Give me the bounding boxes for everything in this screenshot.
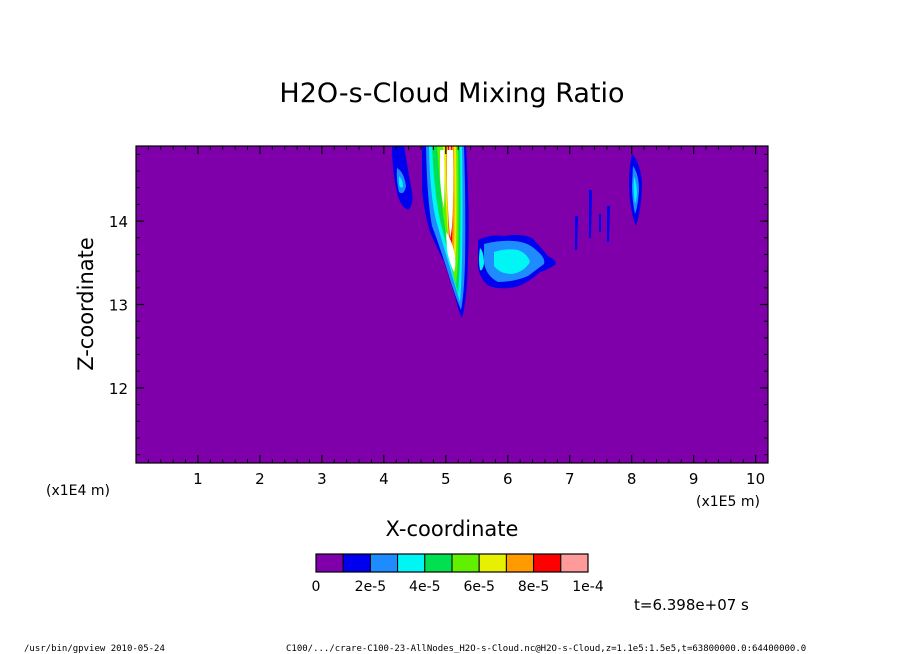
streak-1 [575,216,578,250]
y-tick-label: 14 [109,213,128,231]
footer-program: /usr/bin/gpview 2010-05-24 [24,644,165,654]
x-tick-label: 10 [746,470,765,488]
mid-cloud-cyan [494,249,530,274]
colorbar-swatch [342,553,371,573]
time-label: t=6.398e+07 s [634,596,749,614]
cloud-contours [392,146,642,318]
colorbar-labels: 0 2e-5 4e-5 6e-5 8e-5 1e-4 [312,579,604,595]
x-axis-title: X-coordinate [386,517,519,541]
x-axis: 1 2 3 4 5 6 7 8 9 10 [147,146,769,488]
plume-white-tail [446,232,456,272]
colorbar-label: 1e-4 [572,579,604,595]
colorbar [315,553,589,573]
streak-2 [589,190,592,238]
streak-4 [607,206,610,242]
footer-source: C100/.../crare-C100-23-AllNodes_H2O-s-Cl… [286,644,806,654]
colorbar-swatch [424,553,453,573]
streak-3 [599,214,601,232]
x-tick-label: 3 [317,470,327,488]
colorbar-label: 6e-5 [463,579,494,595]
plume-white-left [440,150,445,208]
x-tick-label: 4 [379,470,389,488]
x-tick-label: 8 [627,470,637,488]
colorbar-label: 2e-5 [355,579,386,595]
x-tick-label: 5 [441,470,451,488]
colorbar-label: 4e-5 [409,579,440,595]
colorbar-swatch [315,553,344,573]
x-tick-label: 7 [565,470,575,488]
plume-white-core [447,150,454,238]
y-axis-title: Z-coordinate [74,237,98,371]
colorbar-swatch [478,553,507,573]
chart-title: H2O-s-Cloud Mixing Ratio [279,78,624,109]
y-unit-label: (x1E4 m) [46,483,110,499]
mid-cloud-core [479,248,484,271]
x-tick-label: 6 [503,470,513,488]
colorbar-swatch [397,553,426,573]
left-cloud-core [399,176,403,188]
x-tick-label: 9 [689,470,699,488]
colorbar-label: 8e-5 [518,579,549,595]
colorbar-swatch [505,553,535,573]
colorbar-label: 0 [312,579,321,595]
colorbar-swatch [451,553,480,573]
colorbar-swatch [533,553,562,573]
colorbar-swatch [369,553,399,573]
x-unit-label: (x1E5 m) [696,494,760,510]
y-tick-label: 12 [109,380,128,398]
x-tick-label: 1 [193,470,203,488]
colorbar-swatch [560,553,589,573]
x-tick-label: 2 [255,470,265,488]
y-axis: 12 13 14 [109,153,768,456]
right-cloud-cyan [633,176,637,204]
colorbar-frame [315,553,589,573]
y-tick-label: 13 [109,297,128,315]
